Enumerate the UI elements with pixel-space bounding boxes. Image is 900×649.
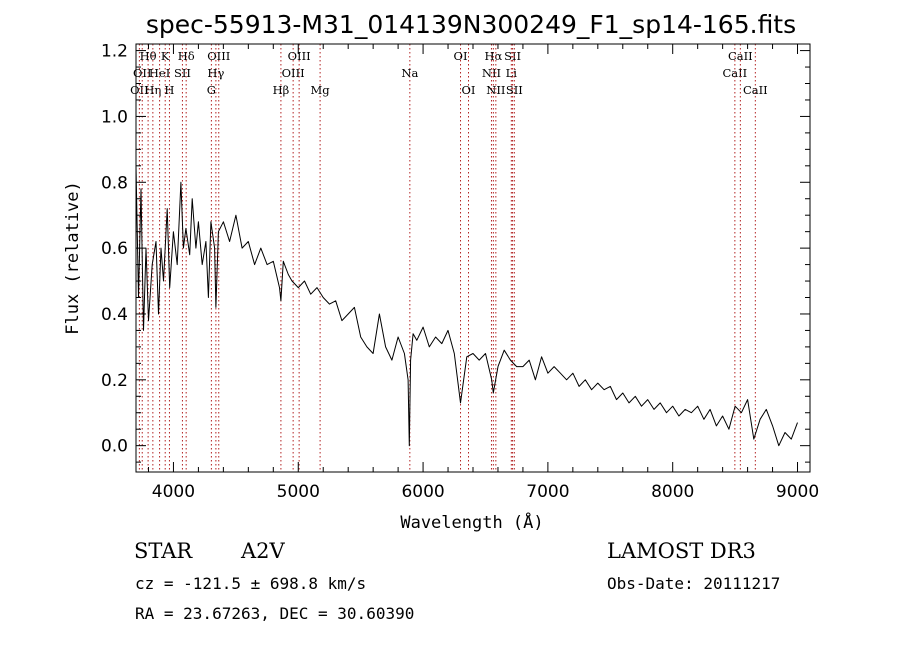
y-tick-label: 0.4	[101, 305, 128, 325]
line-marker-label-4: HeI	[149, 66, 170, 80]
line-marker-label-14: OIII	[288, 49, 311, 63]
x-tick-label: 7000	[526, 482, 569, 502]
line-marker-label-1: OII	[133, 66, 152, 80]
x-tick-label: 9000	[776, 482, 819, 502]
line-marker-label-11: OIII	[207, 49, 230, 63]
object-class: STAR	[134, 539, 193, 563]
y-tick-label: 0.2	[101, 371, 128, 391]
line-marker-label-20: Hα	[484, 49, 502, 63]
x-tick-labels: 4000 5000 6000 7000 8000 9000	[152, 482, 819, 502]
line-marker-label-25: CaII	[722, 66, 747, 80]
line-marker-label-7: SII	[174, 66, 191, 80]
x-tick-label: 6000	[401, 482, 444, 502]
x-tick-label: 4000	[152, 482, 195, 502]
line-marker-label-13: OIII	[282, 66, 305, 80]
line-marker-label-3: Hη	[144, 83, 161, 97]
line-marker-label-0: OII	[130, 83, 149, 97]
spectrum-layer	[135, 165, 798, 447]
x-axis-label: Wavelength (Å)	[400, 511, 543, 533]
line-marker-label-2: Hθ	[140, 49, 157, 63]
line-marker-label-15: Mg	[311, 83, 331, 97]
line-marker-label-22: Li	[506, 66, 518, 80]
y-tick-labels: 0.0 0.2 0.4 0.6 0.8 1.0 1.2	[101, 42, 128, 457]
line-marker-label-23: SII	[504, 49, 521, 63]
x-tick-label: 5000	[277, 482, 320, 502]
y-axis-label: Flux (relative)	[63, 181, 83, 335]
obs-date-readout: Obs-Date: 20111217	[607, 574, 780, 593]
line-marker-label-17: OI	[454, 49, 468, 63]
line-marker-label-10: Hγ	[207, 66, 224, 80]
coordinates-readout: RA = 23.67263, DEC = 30.60390	[135, 604, 414, 623]
line-marker-label-21: NII	[486, 83, 505, 97]
line-marker-label-12: Hβ	[273, 83, 290, 97]
y-tick-label: 0.0	[101, 437, 128, 457]
spectral-subclass: A2V	[240, 539, 286, 563]
line-marker-label-6: H	[164, 83, 174, 97]
line-marker-label-9: G	[207, 83, 216, 97]
line-marker-layer: OIIOIIHθHηHeIKHSIIHδGHγOIIIHβOIIIOIIIMgN…	[130, 44, 768, 472]
y-tick-label: 1.2	[101, 42, 128, 62]
line-marker-label-19: NII	[482, 66, 501, 80]
line-marker-label-27: CaII	[743, 83, 768, 97]
line-marker-label-26: CaII	[728, 49, 753, 63]
redshift-readout: cz = -121.5 ± 698.8 km/s	[135, 574, 366, 593]
line-marker-label-5: K	[161, 49, 170, 63]
line-marker-label-24: SII	[506, 83, 523, 97]
axis-ticks	[136, 44, 810, 472]
line-marker-label-18: OI	[462, 83, 476, 97]
line-marker-label-8: Hδ	[178, 49, 195, 63]
y-tick-label: 0.8	[101, 173, 128, 193]
line-marker-label-16: Na	[401, 66, 418, 80]
x-tick-label: 8000	[651, 482, 694, 502]
survey-name: LAMOST DR3	[607, 539, 756, 563]
y-tick-label: 0.6	[101, 239, 128, 259]
spectrum-series-0	[135, 165, 798, 447]
chart-title: spec-55913-M31_014139N300249_F1_sp14-165…	[146, 10, 796, 39]
y-tick-label: 1.0	[101, 107, 128, 127]
